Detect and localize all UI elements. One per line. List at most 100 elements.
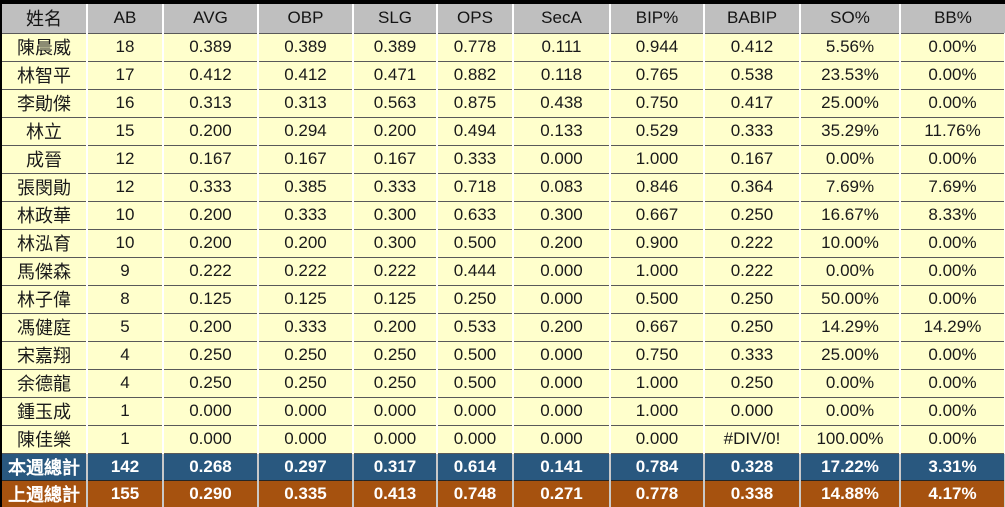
stat-cell: 0.200	[163, 201, 259, 230]
stat-cell: 1	[87, 397, 164, 426]
player-name-cell: 陳晨威	[2, 33, 88, 62]
stat-cell: 0.00%	[900, 145, 1005, 174]
table-row: 林泓育 10 0.200 0.200 0.300 0.500 0.200 0.900 0.222…	[2, 229, 1005, 258]
summary-stat-cell: 0.141	[513, 453, 611, 481]
stat-cell: 0.00%	[900, 33, 1005, 62]
stat-cell: 0.250	[163, 369, 259, 398]
column-header-obp: OBP	[258, 4, 354, 34]
stat-cell: 17	[87, 61, 164, 90]
stat-cell: 0.389	[353, 33, 438, 62]
stat-cell: 0.200	[353, 313, 438, 342]
stat-cell: 10	[87, 229, 164, 258]
column-header-name: 姓名	[2, 4, 88, 34]
stat-cell: 0.333	[258, 313, 354, 342]
stat-cell: 0.00%	[900, 425, 1005, 454]
stat-cell: 0.364	[704, 173, 801, 202]
stat-cell: 0.00%	[800, 369, 901, 398]
stat-cell: 0.00%	[900, 285, 1005, 314]
player-name-cell: 成晉	[2, 145, 88, 174]
column-header-babip: BABIP	[704, 4, 801, 34]
stat-cell: 0.438	[513, 89, 611, 118]
stat-cell: 7.69%	[800, 173, 901, 202]
stat-cell: 0.333	[258, 201, 354, 230]
stat-cell: 0.250	[353, 341, 438, 370]
summary-stat-cell: 4.17%	[900, 480, 1005, 507]
stat-cell: 0.167	[704, 145, 801, 174]
header-row: 姓名 AB AVG OBP SLG OPS SecA BIP% BABIP SO% BB%	[2, 4, 1005, 34]
stat-cell: 0.300	[513, 201, 611, 230]
summary-stat-cell: 155	[87, 480, 164, 507]
stat-cell: 1	[87, 425, 164, 454]
table-row: 林政華 10 0.200 0.333 0.300 0.633 0.300 0.667 0.250…	[2, 201, 1005, 230]
player-rows: 陳晨威 18 0.389 0.389 0.389 0.778 0.111 0.944 0.412…	[2, 33, 1005, 454]
stat-cell: 0.333	[353, 173, 438, 202]
stat-cell: 0.500	[437, 229, 514, 258]
stat-cell: 0.417	[704, 89, 801, 118]
stat-cell: 10.00%	[800, 229, 901, 258]
summary-stat-cell: 3.31%	[900, 453, 1005, 481]
stat-cell: 0.250	[353, 369, 438, 398]
stat-cell: 0.00%	[900, 89, 1005, 118]
stat-cell: 0.000	[513, 145, 611, 174]
stat-cell: 0.444	[437, 257, 514, 286]
stat-cell: 0.00%	[900, 229, 1005, 258]
stat-cell: 0.00%	[900, 257, 1005, 286]
stat-cell: 0.494	[437, 117, 514, 146]
stat-cell: 0.222	[353, 257, 438, 286]
stat-cell: 0.167	[353, 145, 438, 174]
stat-cell: 0.200	[353, 117, 438, 146]
table-row: 陳晨威 18 0.389 0.389 0.389 0.778 0.111 0.944 0.412…	[2, 33, 1005, 62]
stat-cell: 0.000	[704, 397, 801, 426]
summary-stat-cell: 17.22%	[800, 453, 901, 481]
stat-cell: 0.389	[258, 33, 354, 62]
stat-cell: 0.846	[610, 173, 705, 202]
table-row: 馮健庭 5 0.200 0.333 0.200 0.533 0.200 0.667 0.250 1…	[2, 313, 1005, 342]
stat-cell: 0.250	[163, 341, 259, 370]
column-header-slg: SLG	[353, 4, 438, 34]
table-header: 姓名 AB AVG OBP SLG OPS SecA BIP% BABIP SO% BB%	[2, 4, 1005, 34]
stat-cell: 0.222	[704, 229, 801, 258]
summary-stat-cell: 0.778	[610, 480, 705, 507]
stat-cell: 50.00%	[800, 285, 901, 314]
stat-cell: 0.00%	[900, 341, 1005, 370]
stat-cell: 12	[87, 173, 164, 202]
summary-stat-cell: 0.297	[258, 453, 354, 481]
player-name-cell: 李勛傑	[2, 89, 88, 118]
stat-cell: 0.222	[704, 257, 801, 286]
player-name-cell: 林子偉	[2, 285, 88, 314]
stat-cell: 11.76%	[900, 117, 1005, 146]
table-row: 林立 15 0.200 0.294 0.200 0.494 0.133 0.529 0.333 3…	[2, 117, 1005, 146]
stat-cell: 5.56%	[800, 33, 901, 62]
player-name-cell: 鍾玉成	[2, 397, 88, 426]
table-row: 鍾玉成 1 0.000 0.000 0.000 0.000 0.000 1.000 0.000 0…	[2, 397, 1005, 426]
stat-cell: 0.412	[163, 61, 259, 90]
stat-cell: 0.412	[704, 33, 801, 62]
stat-cell: 0.750	[610, 89, 705, 118]
stat-cell: 0.125	[258, 285, 354, 314]
stat-cell: 0.167	[258, 145, 354, 174]
table-row: 陳佳樂 1 0.000 0.000 0.000 0.000 0.000 0.000 #DIV/0…	[2, 425, 1005, 454]
stat-cell: 0.333	[704, 117, 801, 146]
stat-cell: 1.000	[610, 369, 705, 398]
stat-cell: #DIV/0!	[704, 425, 801, 454]
player-name-cell: 馬傑森	[2, 257, 88, 286]
stat-cell: 0.718	[437, 173, 514, 202]
stat-cell: 0.111	[513, 33, 611, 62]
stat-cell: 0.250	[704, 369, 801, 398]
stat-cell: 0.00%	[800, 145, 901, 174]
column-header-seca: SecA	[513, 4, 611, 34]
stat-cell: 0.200	[513, 229, 611, 258]
stat-cell: 5	[87, 313, 164, 342]
stat-cell: 0.000	[513, 341, 611, 370]
stat-cell: 0.167	[163, 145, 259, 174]
stat-cell: 0.000	[437, 425, 514, 454]
column-header-bb: BB%	[900, 4, 1005, 34]
stat-cell: 0.500	[610, 285, 705, 314]
stat-cell: 16	[87, 89, 164, 118]
summary-stat-cell: 14.88%	[800, 480, 901, 507]
stat-cell: 0.083	[513, 173, 611, 202]
stat-cell: 0.538	[704, 61, 801, 90]
table-row: 李勛傑 16 0.313 0.313 0.563 0.875 0.438 0.750 0.417…	[2, 89, 1005, 118]
stat-cell: 25.00%	[800, 341, 901, 370]
